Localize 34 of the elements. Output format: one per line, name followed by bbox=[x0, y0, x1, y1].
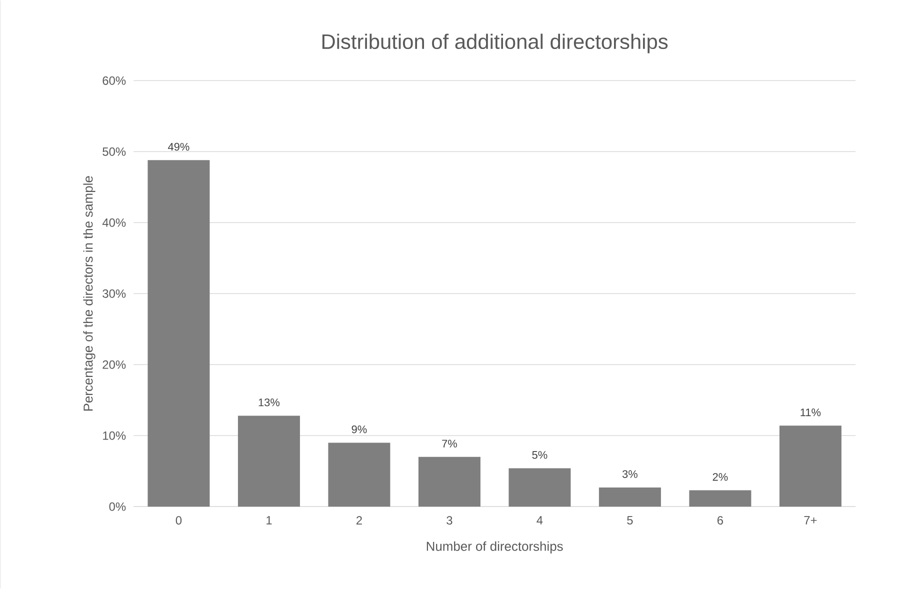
bar bbox=[508, 468, 571, 507]
bar bbox=[148, 160, 210, 507]
bar bbox=[779, 426, 842, 507]
y-axis-title: Percentage of the directors in the sample bbox=[83, 176, 96, 411]
x-axis-title: Number of directorships bbox=[426, 541, 563, 554]
bar bbox=[238, 416, 300, 507]
x-tick-label: 2 bbox=[356, 516, 362, 524]
y-tick-label: 10% bbox=[103, 431, 126, 440]
bar bbox=[328, 442, 390, 507]
y-tick-label: 20% bbox=[102, 360, 126, 369]
y-tick-label: 60% bbox=[102, 76, 126, 85]
data-label: 7% bbox=[442, 440, 457, 448]
x-tick-label: 0 bbox=[176, 516, 182, 525]
chart-title: Distribution of additional directorships bbox=[322, 34, 668, 54]
data-label: 13% bbox=[258, 398, 280, 406]
data-label: 2% bbox=[712, 473, 728, 481]
data-label: 5% bbox=[532, 451, 548, 459]
x-tick-label: 6 bbox=[717, 516, 724, 525]
x-tick-label: 4 bbox=[536, 516, 543, 524]
x-tick-label: 1 bbox=[266, 516, 272, 524]
y-tick-label: 40% bbox=[102, 218, 126, 227]
y-tick-label: 0% bbox=[109, 502, 126, 511]
y-tick-label: 30% bbox=[102, 289, 126, 298]
bar bbox=[689, 490, 752, 507]
y-tick-label: 50% bbox=[102, 147, 126, 156]
data-label: 3% bbox=[622, 470, 638, 478]
x-tick-label: 5 bbox=[627, 516, 633, 524]
bar bbox=[418, 456, 480, 507]
x-tick-label: 3 bbox=[446, 516, 452, 525]
data-label: 9% bbox=[352, 425, 367, 434]
bar bbox=[598, 487, 661, 507]
x-tick-label: 7+ bbox=[804, 516, 817, 524]
data-label: 49% bbox=[168, 142, 190, 151]
data-label: 11% bbox=[800, 408, 821, 416]
